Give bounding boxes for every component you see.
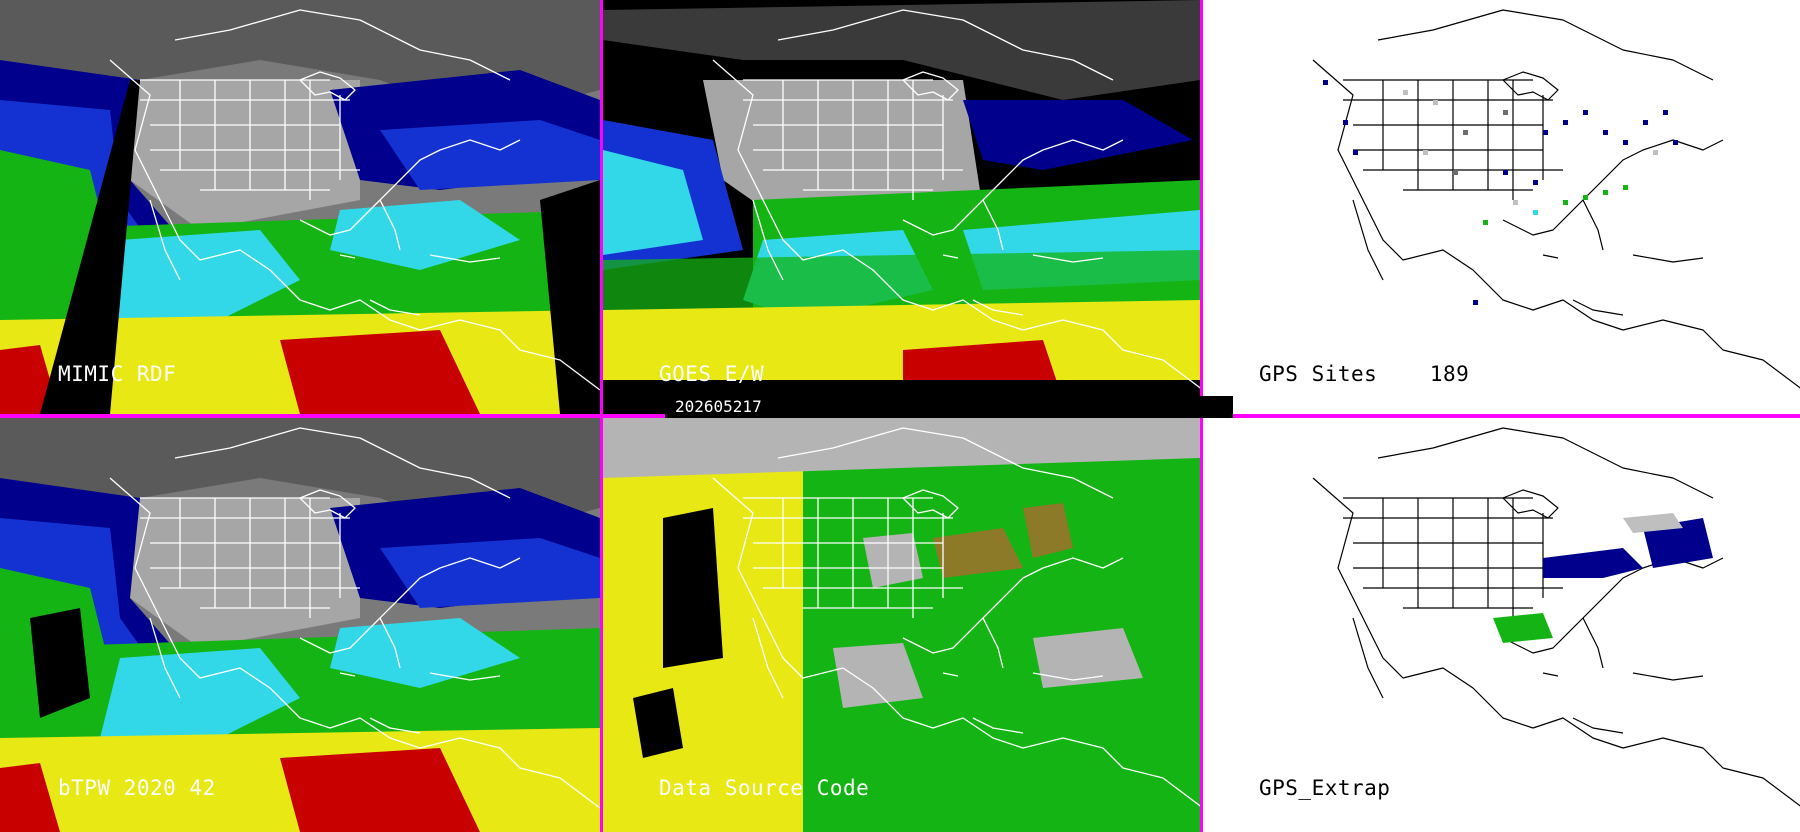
gps-site-markers [1323, 80, 1678, 305]
panel-label: GPS Sites 189 [1259, 362, 1470, 386]
tpw-map-btpw [0, 418, 600, 832]
panel-label: MIMIC RDF [58, 362, 177, 386]
tpw-map-goes [603, 0, 1200, 414]
panel-label: Data Source Code [659, 776, 870, 800]
panel-mimic-rdf: MIMIC RDF [0, 0, 600, 414]
panel-goes-ew: GOES E/W [603, 0, 1200, 414]
gps-extrap-map [1312, 427, 1800, 809]
panel-gps-extrap: GPS_Extrap [1203, 418, 1800, 832]
gps-sites-map [1312, 9, 1800, 391]
panel-label: bTPW 2020 42 [58, 776, 216, 800]
tpw-map-mimic [0, 0, 600, 414]
divider-vertical-left [600, 0, 603, 832]
panel-label: GOES E/W [659, 362, 765, 386]
panel-btpw: bTPW 2020 42 [0, 418, 600, 832]
data-source-map [603, 418, 1200, 832]
timestamp-bar: 202605217 [665, 396, 1233, 418]
panel-data-source-code: Data Source Code [603, 418, 1200, 832]
panel-label: GPS_Extrap [1259, 776, 1391, 800]
panel-gps-sites: GPS Sites 189 [1203, 0, 1800, 414]
